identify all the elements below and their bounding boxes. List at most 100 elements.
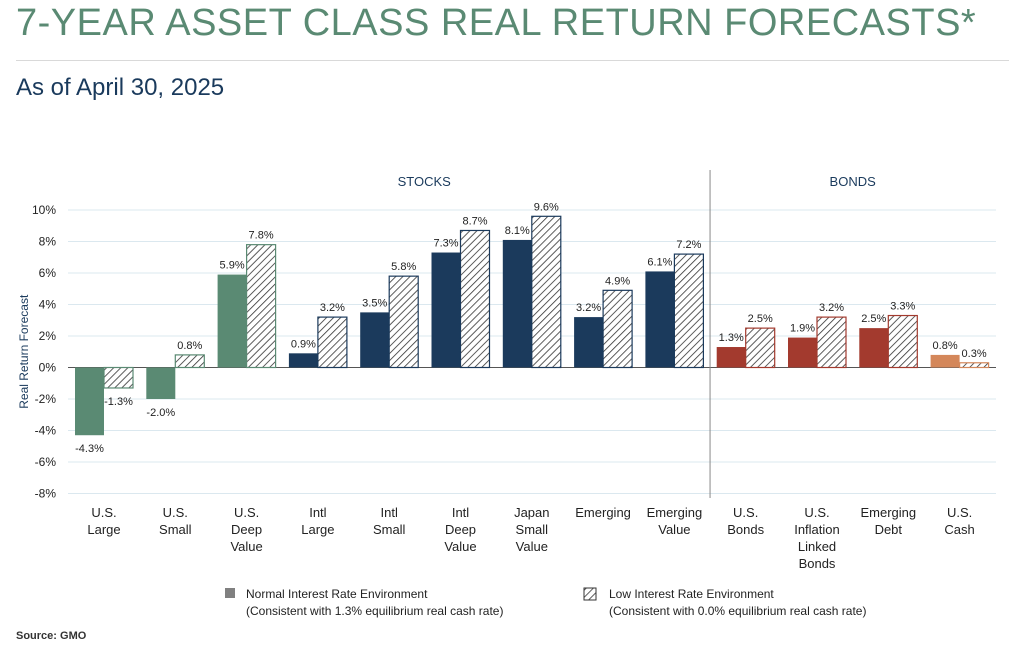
category-label: Japan bbox=[514, 505, 549, 520]
data-label-normal: 0.8% bbox=[933, 340, 958, 352]
category-label: Emerging bbox=[860, 505, 916, 520]
data-label-normal: 5.9% bbox=[220, 260, 245, 272]
data-label-normal: 1.3% bbox=[719, 332, 744, 344]
category-label: Large bbox=[87, 522, 120, 537]
data-label-normal: -4.3% bbox=[75, 443, 104, 455]
category-label: Intl bbox=[381, 505, 398, 520]
data-label-low: 3.3% bbox=[890, 301, 915, 313]
category-label: Large bbox=[301, 522, 334, 537]
legend-swatch-normal bbox=[225, 588, 235, 598]
data-label-low: 8.7% bbox=[462, 215, 487, 227]
data-label-low: 0.8% bbox=[177, 340, 202, 352]
category-label: U.S. bbox=[91, 505, 116, 520]
category-label: Small bbox=[516, 522, 549, 537]
legend-label-low: Low Interest Rate Environment bbox=[609, 587, 774, 601]
page-title: 7-YEAR ASSET CLASS REAL RETURN FORECASTS… bbox=[16, 2, 977, 44]
category-label: Value bbox=[230, 539, 262, 554]
bar-low bbox=[388, 275, 419, 369]
bar-low bbox=[174, 354, 205, 369]
category-label: Debt bbox=[875, 522, 903, 537]
category-label: U.S. bbox=[804, 505, 829, 520]
category-label: Value bbox=[444, 539, 476, 554]
data-label-normal: 6.1% bbox=[647, 256, 672, 268]
y-tick-label: 0% bbox=[39, 361, 57, 375]
bar-low bbox=[317, 316, 348, 369]
category-label: Intl bbox=[452, 505, 469, 520]
legend-note-low: (Consistent with 0.0% equilibrium real c… bbox=[609, 604, 866, 618]
bar-normal bbox=[75, 367, 104, 436]
bar-low bbox=[745, 327, 776, 369]
bar-normal bbox=[859, 328, 889, 368]
category-label: Cash bbox=[944, 522, 974, 537]
bar-normal bbox=[288, 353, 318, 368]
data-label-low: 2.5% bbox=[748, 313, 773, 325]
legend-label-normal: Normal Interest Rate Environment bbox=[246, 587, 428, 601]
data-label-low: 7.2% bbox=[676, 239, 701, 251]
category-label: Bonds bbox=[799, 556, 836, 571]
y-tick-label: -4% bbox=[35, 424, 57, 438]
category-label: U.S. bbox=[733, 505, 758, 520]
y-tick-label: 6% bbox=[39, 266, 57, 280]
y-axis-label: Real Return Forecast bbox=[17, 294, 31, 409]
bar-normal bbox=[788, 337, 817, 368]
bar-low bbox=[887, 314, 918, 369]
category-label: U.S. bbox=[947, 505, 972, 520]
data-label-normal: 8.1% bbox=[505, 225, 530, 237]
y-tick-label: -2% bbox=[35, 392, 57, 406]
source-note: Source: GMO bbox=[16, 630, 87, 642]
legend-swatch-low bbox=[583, 587, 597, 601]
legend-note-normal: (Consistent with 1.3% equilibrium real c… bbox=[246, 604, 503, 618]
bar-normal bbox=[645, 271, 675, 368]
bar-normal bbox=[360, 312, 390, 368]
category-label: U.S. bbox=[234, 505, 259, 520]
data-label-normal: 7.3% bbox=[433, 238, 458, 250]
category-label: Linked bbox=[798, 539, 836, 554]
data-label-normal: 1.9% bbox=[790, 323, 815, 335]
data-label-normal: 2.5% bbox=[861, 313, 886, 325]
bar-low bbox=[602, 289, 633, 369]
bar-low bbox=[816, 316, 847, 369]
category-label: Emerging bbox=[647, 505, 703, 520]
data-label-normal: -2.0% bbox=[146, 407, 175, 419]
bar-normal bbox=[716, 347, 746, 368]
category-label: Deep bbox=[445, 522, 476, 537]
bar-normal bbox=[146, 367, 176, 399]
data-label-normal: 3.5% bbox=[362, 297, 387, 309]
category-label: Inflation bbox=[794, 522, 840, 537]
group-label-bonds: BONDS bbox=[830, 174, 877, 189]
category-label: Bonds bbox=[727, 522, 764, 537]
page-subtitle: As of April 30, 2025 bbox=[16, 74, 225, 101]
bar-normal bbox=[431, 252, 461, 368]
y-tick-label: -8% bbox=[35, 487, 57, 501]
y-tick-label: 4% bbox=[39, 298, 57, 312]
bar-low bbox=[958, 362, 990, 369]
category-label: Small bbox=[159, 522, 192, 537]
bar-normal bbox=[502, 239, 532, 368]
data-label-normal: 0.9% bbox=[291, 338, 316, 350]
category-label: Value bbox=[516, 539, 548, 554]
bar-low bbox=[103, 366, 134, 389]
category-label: Deep bbox=[231, 522, 262, 537]
bar-low bbox=[459, 229, 491, 369]
y-tick-label: 8% bbox=[39, 235, 57, 249]
category-label: Emerging bbox=[575, 505, 631, 520]
data-label-low: 3.2% bbox=[320, 302, 345, 314]
data-label-low: 7.8% bbox=[249, 230, 274, 242]
y-tick-label: -6% bbox=[35, 455, 57, 469]
bar-normal bbox=[930, 354, 960, 368]
bar-normal bbox=[217, 274, 247, 368]
group-label-stocks: STOCKS bbox=[398, 174, 452, 189]
bar-low bbox=[673, 253, 705, 369]
category-label: U.S. bbox=[163, 505, 188, 520]
data-label-low: 3.2% bbox=[819, 302, 844, 314]
y-tick-label: 2% bbox=[39, 329, 57, 343]
bar-normal bbox=[574, 317, 604, 368]
data-label-normal: 3.2% bbox=[576, 302, 601, 314]
data-label-low: 4.9% bbox=[605, 275, 630, 287]
bar-low bbox=[246, 244, 277, 369]
data-label-low: 5.8% bbox=[391, 261, 416, 273]
category-label: Value bbox=[658, 522, 690, 537]
category-label: Intl bbox=[309, 505, 326, 520]
data-label-low: -1.3% bbox=[104, 396, 133, 408]
